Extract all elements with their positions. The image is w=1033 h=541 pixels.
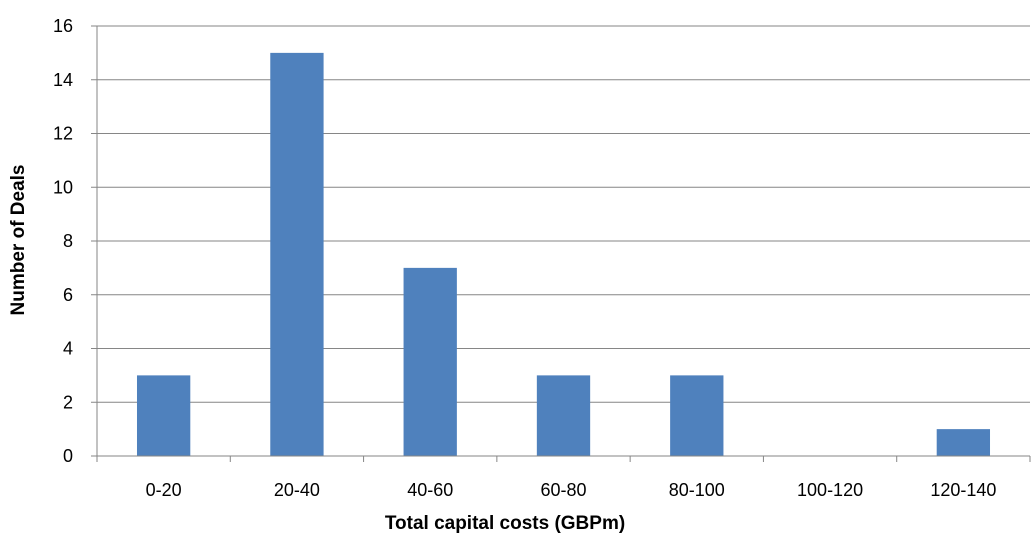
x-tick-label: 120-140: [930, 480, 996, 500]
y-tick-labels: 0 2 4 6 8 10 12 14 16: [53, 16, 73, 466]
y-axis-title: Number of Deals: [8, 165, 29, 316]
y-tick-label: 8: [63, 231, 73, 251]
y-tick-label: 4: [63, 339, 73, 359]
bar-40-60: [403, 267, 457, 456]
x-tick-label: 60-80: [540, 480, 586, 500]
gridlines: [97, 25, 1030, 403]
x-tick-labels: 0-20 20-40 40-60 60-80 80-100 100-120 120-140: [146, 480, 997, 500]
y-tick-label: 10: [53, 177, 73, 197]
bar-60-80: [536, 375, 591, 456]
bar-80-100: [670, 375, 724, 456]
bars: [136, 52, 991, 456]
bar-20-40: [270, 52, 324, 456]
x-axis-title: Total capital costs (GBPm): [385, 513, 625, 534]
bar-0-20: [136, 375, 191, 456]
x-tick-label: 100-120: [797, 480, 863, 500]
x-tick-label: 40-60: [407, 480, 453, 500]
y-tick-label: 16: [53, 16, 73, 36]
y-tick-label: 2: [63, 392, 73, 412]
y-tick-label: 0: [63, 446, 73, 466]
y-tick-label: 14: [53, 70, 73, 90]
axes: [91, 25, 1031, 462]
x-tick-label: 20-40: [274, 480, 320, 500]
y-tick-label: 6: [63, 285, 73, 305]
y-tick-label: 12: [53, 124, 73, 144]
x-tick-label: 0-20: [146, 480, 182, 500]
x-tick-label: 80-100: [669, 480, 725, 500]
bar-120-140: [936, 429, 991, 456]
